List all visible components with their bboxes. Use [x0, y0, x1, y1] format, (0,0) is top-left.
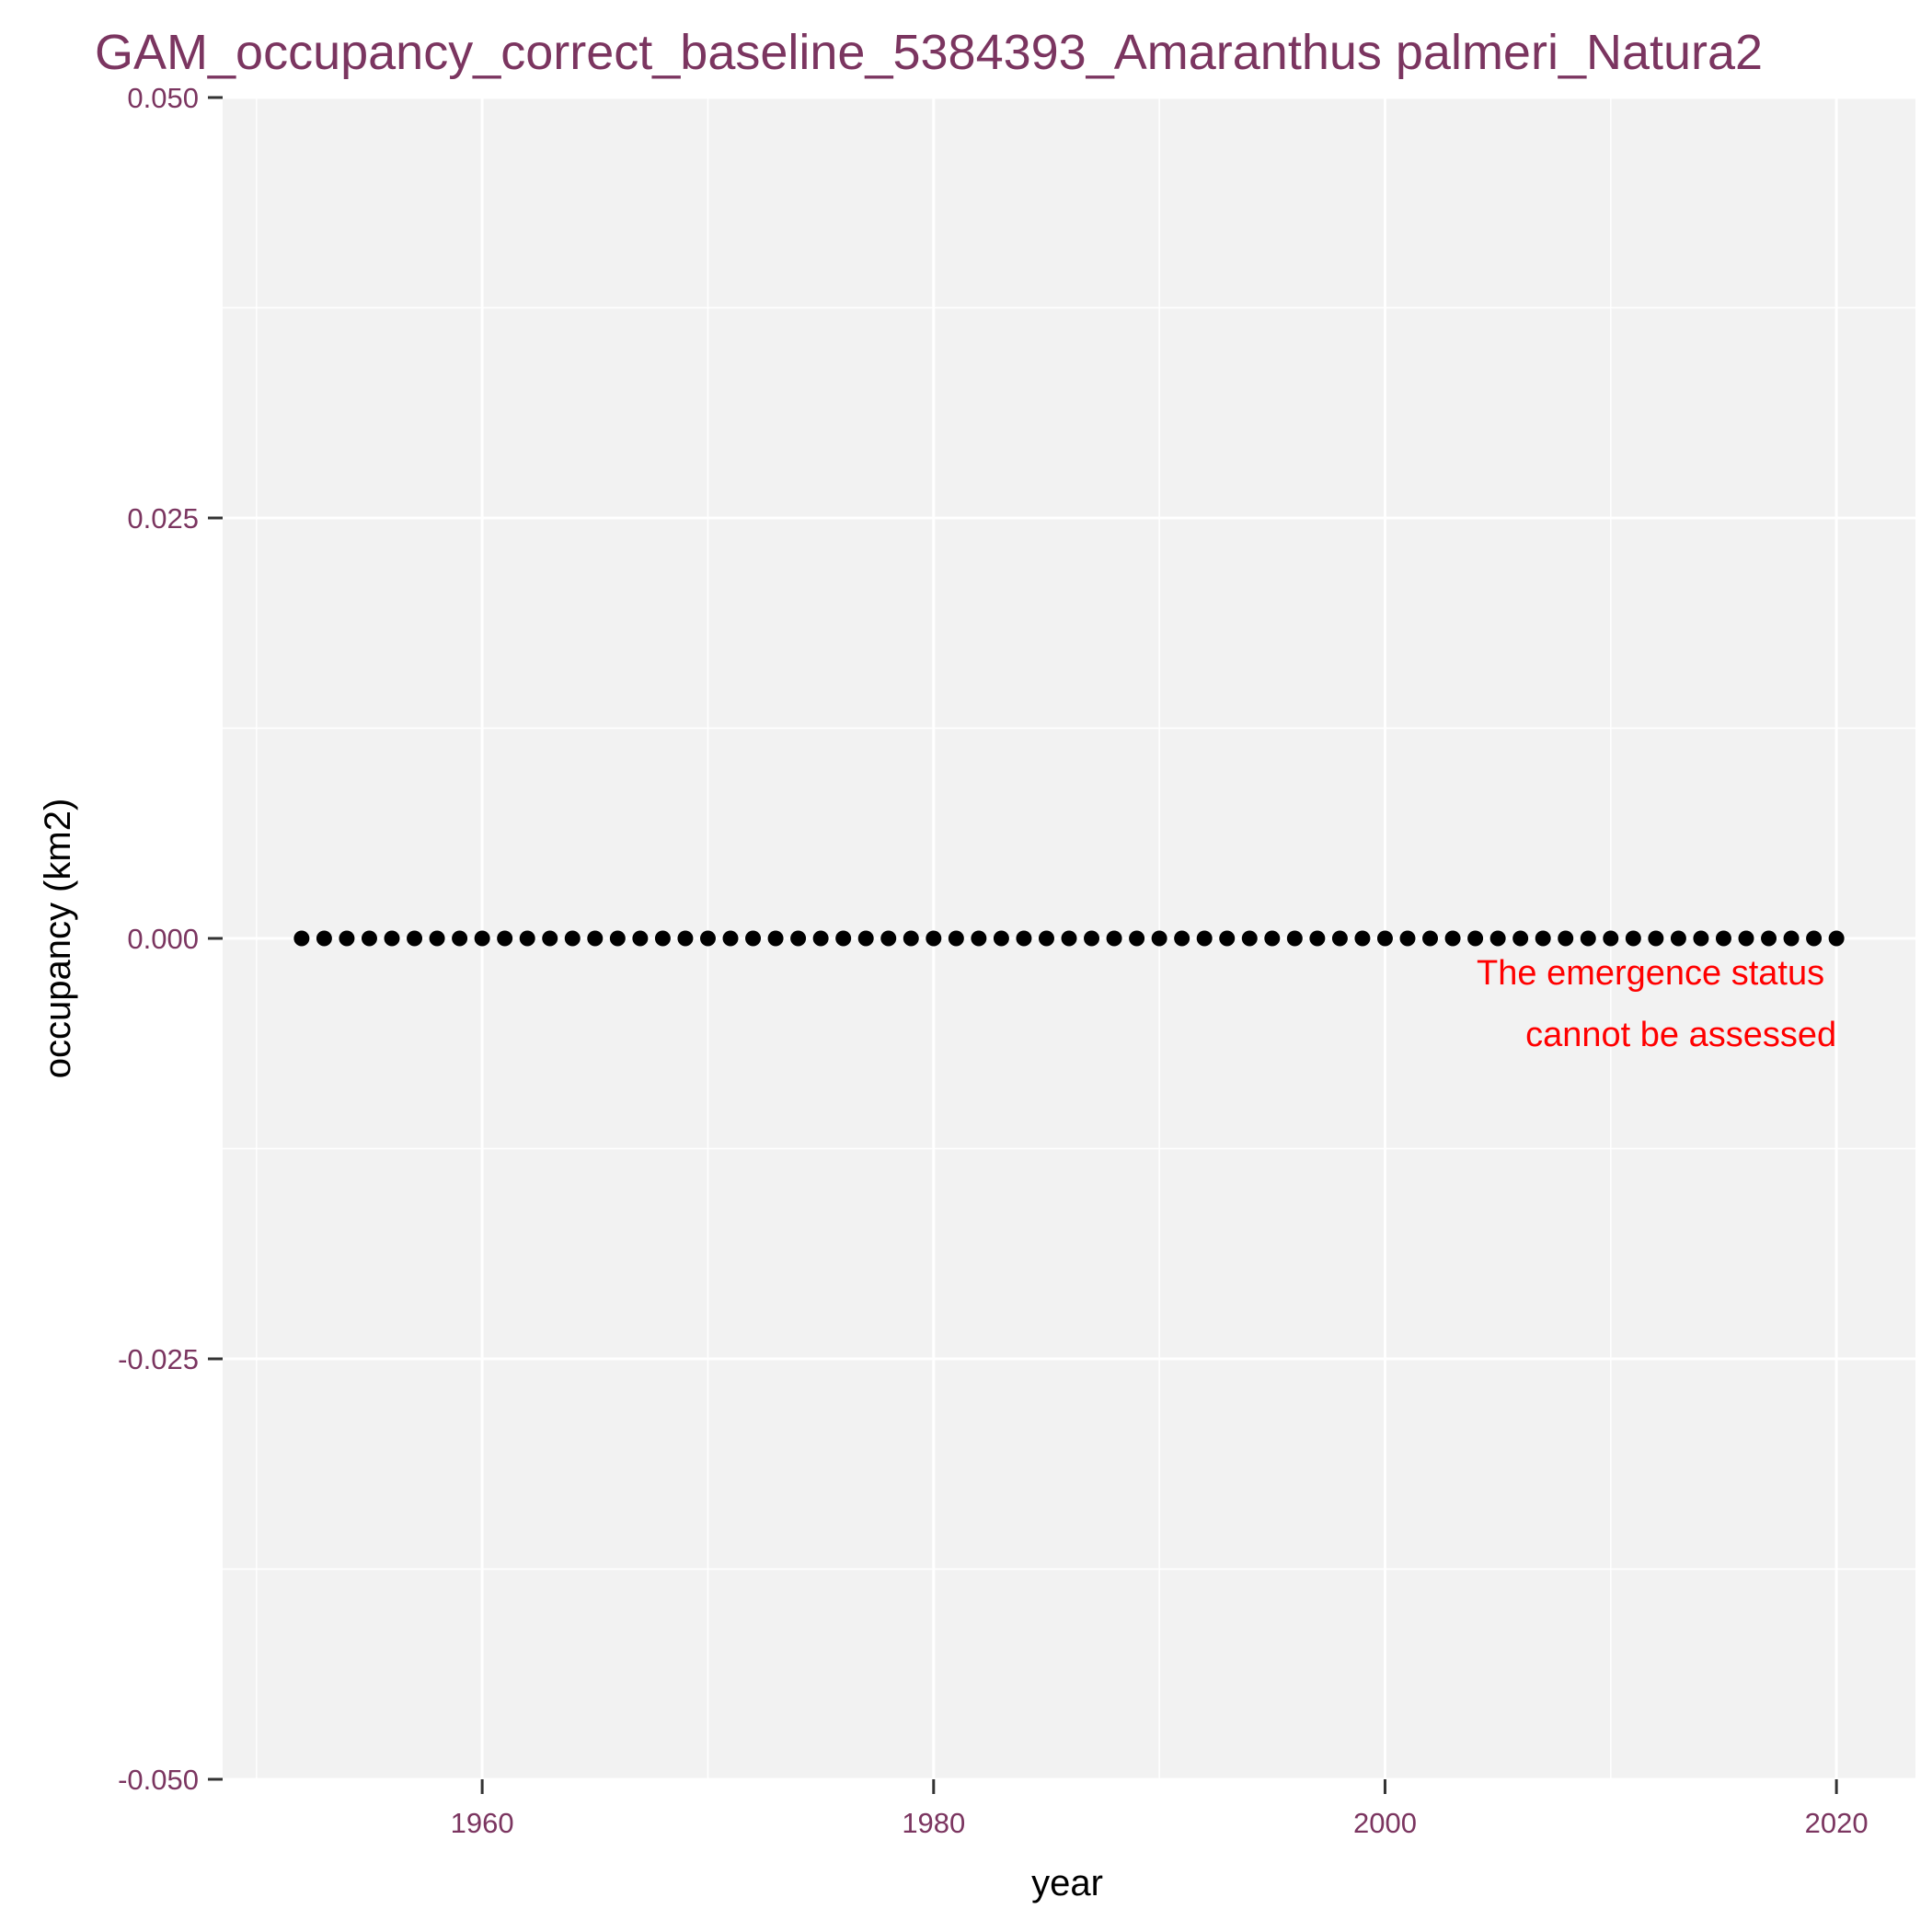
data-point	[1580, 930, 1596, 947]
data-point	[519, 930, 535, 947]
annotation-line-2: cannot be assessed	[1525, 1016, 1836, 1054]
data-point	[1558, 930, 1574, 947]
data-point	[903, 930, 919, 947]
data-point	[564, 930, 581, 947]
data-point	[609, 930, 626, 947]
data-point	[407, 930, 423, 947]
annotation-line-1: The emergence status	[1477, 954, 1824, 993]
data-point	[542, 930, 558, 947]
data-point	[1331, 930, 1348, 947]
data-point	[1241, 930, 1258, 947]
data-point	[293, 930, 310, 947]
data-point	[926, 930, 942, 947]
data-point	[1828, 930, 1845, 947]
data-point	[1129, 930, 1145, 947]
data-point	[790, 930, 807, 947]
data-point	[1715, 930, 1731, 947]
data-point	[857, 930, 874, 947]
data-point	[1535, 930, 1551, 947]
data-point	[812, 930, 829, 947]
data-point	[1106, 930, 1122, 947]
data-point	[384, 930, 400, 947]
y-axis-label: occupancy (km2)	[38, 799, 78, 1079]
data-point	[993, 930, 1009, 947]
data-point	[1151, 930, 1167, 947]
data-point	[1625, 930, 1641, 947]
data-point	[497, 930, 513, 947]
data-point	[745, 930, 762, 947]
x-tick-label: 1960	[451, 1807, 514, 1839]
x-tick-label: 2000	[1353, 1807, 1417, 1839]
data-point	[1738, 930, 1754, 947]
y-tick-label: -0.050	[118, 1764, 199, 1796]
y-tick-label: -0.025	[118, 1343, 199, 1375]
data-point	[1399, 930, 1416, 947]
data-point	[1489, 930, 1506, 947]
x-axis-label: year	[1031, 1863, 1103, 1903]
data-point	[1783, 930, 1800, 947]
data-point	[429, 930, 445, 947]
data-point	[632, 930, 649, 947]
data-point	[1354, 930, 1371, 947]
data-point	[1670, 930, 1686, 947]
data-point	[361, 930, 377, 947]
data-point	[339, 930, 355, 947]
data-point	[1061, 930, 1077, 947]
y-tick-label: 0.000	[127, 923, 199, 955]
data-point	[1603, 930, 1619, 947]
data-point	[1806, 930, 1823, 947]
data-point	[1264, 930, 1281, 947]
data-point	[1219, 930, 1236, 947]
data-point	[948, 930, 964, 947]
data-point	[971, 930, 987, 947]
data-point	[1422, 930, 1439, 947]
data-point	[1467, 930, 1484, 947]
data-point	[452, 930, 468, 947]
data-point	[1512, 930, 1529, 947]
data-point	[677, 930, 694, 947]
data-point	[767, 930, 784, 947]
data-point	[880, 930, 897, 947]
data-point	[699, 930, 716, 947]
data-point	[1196, 930, 1213, 947]
data-point	[722, 930, 739, 947]
data-point	[835, 930, 852, 947]
y-axis: -0.050 -0.025 0.000 0.025 0.050	[118, 82, 223, 1796]
data-point	[1761, 930, 1777, 947]
x-tick-label: 2020	[1805, 1807, 1869, 1839]
data-point	[1038, 930, 1054, 947]
data-point	[1286, 930, 1303, 947]
data-point	[1376, 930, 1393, 947]
x-axis: 1960 1980 2000 2020	[451, 1779, 1869, 1839]
data-point	[1648, 930, 1664, 947]
chart-title: GAM_occupancy_correct_baseline_5384393_A…	[95, 25, 1763, 80]
data-point	[316, 930, 332, 947]
y-tick-label: 0.025	[127, 502, 199, 535]
data-point	[1693, 930, 1709, 947]
data-point	[654, 930, 671, 947]
data-point	[1084, 930, 1100, 947]
data-point	[1174, 930, 1190, 947]
data-point	[1016, 930, 1032, 947]
data-point	[1444, 930, 1461, 947]
data-point	[587, 930, 604, 947]
data-point	[474, 930, 490, 947]
y-tick-label: 0.050	[127, 82, 199, 114]
data-points	[293, 930, 1845, 947]
annotation: The emergence status cannot be assessed	[1477, 954, 1836, 1054]
x-tick-label: 1980	[902, 1807, 965, 1839]
data-point	[1309, 930, 1326, 947]
